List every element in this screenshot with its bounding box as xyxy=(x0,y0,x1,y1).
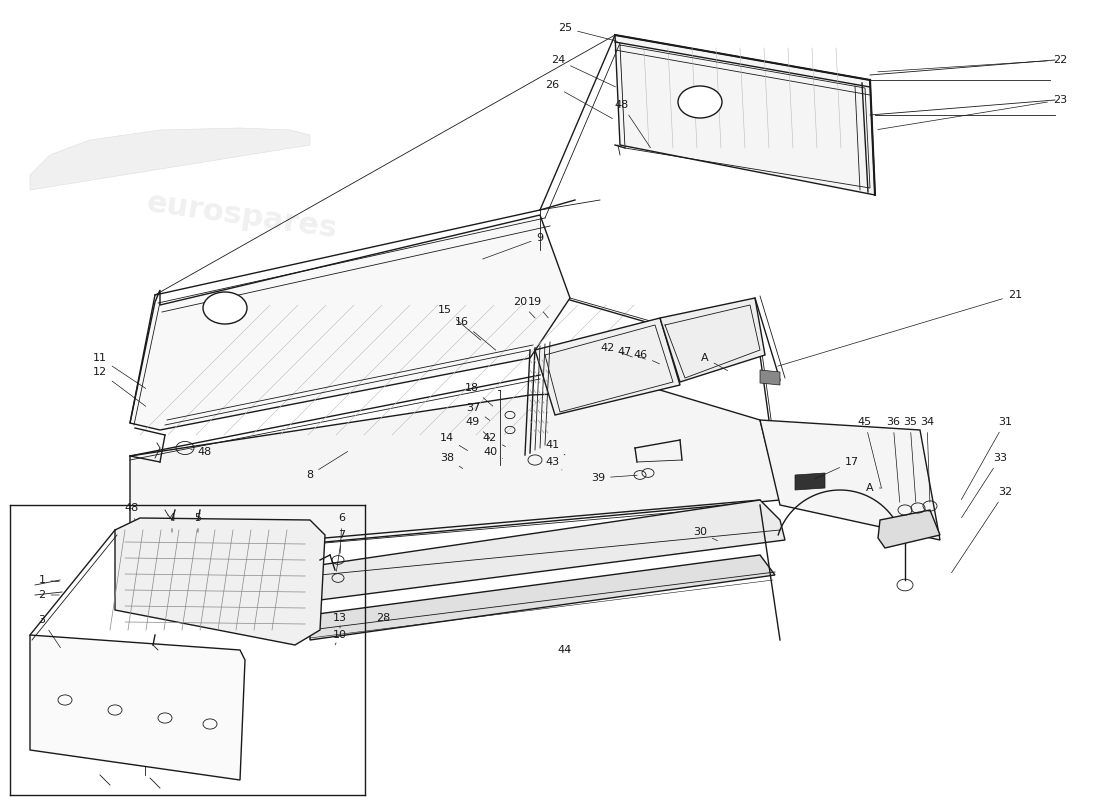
Text: 17: 17 xyxy=(814,457,859,479)
Polygon shape xyxy=(795,473,825,490)
Text: 38: 38 xyxy=(440,453,463,469)
Text: 41: 41 xyxy=(544,440,565,455)
Circle shape xyxy=(678,86,722,118)
Text: 20: 20 xyxy=(513,297,535,318)
Text: 43: 43 xyxy=(544,457,562,470)
Polygon shape xyxy=(320,500,785,600)
Text: 2: 2 xyxy=(39,590,59,600)
Polygon shape xyxy=(535,318,680,415)
Polygon shape xyxy=(760,420,940,540)
Text: 12: 12 xyxy=(92,367,146,406)
Text: 47: 47 xyxy=(618,347,646,359)
Text: 30: 30 xyxy=(693,527,717,541)
Text: 22: 22 xyxy=(878,55,1067,72)
Circle shape xyxy=(204,292,248,324)
Polygon shape xyxy=(660,298,764,382)
Text: 6: 6 xyxy=(339,513,345,554)
Text: 18: 18 xyxy=(465,383,493,406)
Text: 4: 4 xyxy=(168,513,176,532)
Polygon shape xyxy=(30,635,245,780)
Text: A: A xyxy=(701,353,727,370)
Text: 33: 33 xyxy=(961,453,1006,518)
Text: 3: 3 xyxy=(39,615,60,648)
Text: 25: 25 xyxy=(558,23,617,42)
Text: 28: 28 xyxy=(376,613,390,623)
Text: 5: 5 xyxy=(195,513,201,532)
Polygon shape xyxy=(878,510,940,548)
Text: 42: 42 xyxy=(483,433,506,446)
Text: 32: 32 xyxy=(952,487,1012,573)
Text: 15: 15 xyxy=(438,305,481,340)
Text: 13: 13 xyxy=(333,613,346,628)
Text: 8: 8 xyxy=(307,451,348,480)
Text: 48: 48 xyxy=(125,503,139,520)
Text: 39: 39 xyxy=(591,473,637,483)
Text: 23: 23 xyxy=(878,95,1067,130)
Text: 42: 42 xyxy=(601,343,632,357)
Text: 1: 1 xyxy=(39,575,59,585)
Text: 7: 7 xyxy=(337,530,345,571)
Polygon shape xyxy=(130,215,570,430)
Text: A: A xyxy=(866,483,882,493)
Text: 48: 48 xyxy=(190,447,212,457)
Text: 24: 24 xyxy=(551,55,616,87)
Text: 46: 46 xyxy=(632,350,660,364)
Text: 44: 44 xyxy=(558,645,572,655)
Text: 19: 19 xyxy=(528,297,548,318)
Text: 11: 11 xyxy=(94,353,145,389)
Text: 21: 21 xyxy=(778,290,1022,366)
Polygon shape xyxy=(130,390,780,560)
Text: 35: 35 xyxy=(903,417,917,502)
Text: 26: 26 xyxy=(544,80,613,118)
Polygon shape xyxy=(310,555,776,640)
Text: 45: 45 xyxy=(858,417,881,487)
Text: eurospares: eurospares xyxy=(145,188,339,244)
Polygon shape xyxy=(30,128,310,190)
Text: eurospares: eurospares xyxy=(585,441,779,487)
Polygon shape xyxy=(116,518,324,645)
Text: 36: 36 xyxy=(886,417,900,502)
Text: 31: 31 xyxy=(961,417,1012,499)
Text: 40: 40 xyxy=(483,447,503,458)
Text: 16: 16 xyxy=(455,317,496,350)
Polygon shape xyxy=(615,35,874,195)
Text: 9: 9 xyxy=(483,233,543,259)
Text: 37: 37 xyxy=(466,403,490,420)
Polygon shape xyxy=(760,370,780,385)
Text: 10: 10 xyxy=(333,630,346,645)
Text: 14: 14 xyxy=(440,433,467,450)
Text: 34: 34 xyxy=(920,417,934,502)
Text: 49: 49 xyxy=(466,417,490,438)
Text: 48: 48 xyxy=(615,100,650,148)
